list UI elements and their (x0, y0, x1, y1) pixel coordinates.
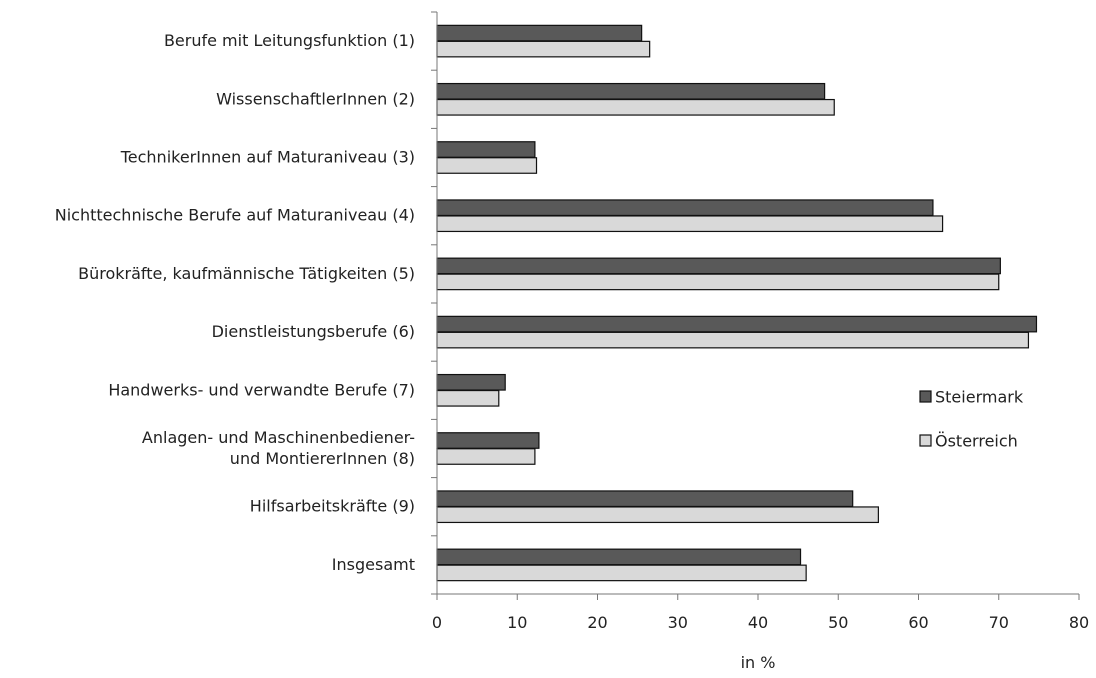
category-label: Bürokräfte, kaufmännische Tätigkeiten (5… (78, 264, 415, 283)
bar-steiermark-6 (436, 315, 1038, 333)
bar-oesterreich-7 (436, 389, 500, 407)
category-label: Anlagen- und Maschinenbediener- (142, 428, 415, 447)
bar-steiermark-5 (436, 257, 1001, 275)
category-label: Dienstleistungsberufe (6) (212, 322, 415, 341)
legend-swatch-oesterreich (919, 434, 932, 447)
bar-steiermark-10 (436, 548, 802, 566)
bar-steiermark-7 (436, 373, 506, 391)
x-tick-labels: 0 10 20 30 40 50 60 70 80 (432, 613, 1089, 632)
category-label: Hilfsarbeitskräfte (9) (250, 497, 415, 516)
x-tick-label: 70 (989, 613, 1009, 632)
axes-layer (431, 11, 1080, 600)
bar-steiermark-9 (436, 490, 854, 508)
legend-swatch-steiermark (919, 390, 932, 403)
bar-oesterreich-8 (436, 448, 536, 465)
x-tick-label: 10 (507, 613, 527, 632)
category-label: Handwerks- und verwandte Berufe (7) (108, 380, 415, 399)
category-labels: Berufe mit Leitungsfunktion (1) Wissensch… (55, 31, 415, 574)
category-label: und MontiererInnen (8) (230, 449, 415, 468)
bar-oesterreich-1 (436, 40, 651, 58)
bar-steiermark-1 (436, 24, 643, 42)
bar-oesterreich-2 (436, 98, 835, 116)
legend-label-steiermark: Steiermark (935, 388, 1024, 407)
bar-steiermark-4 (436, 199, 934, 217)
bar-oesterreich-5 (436, 273, 1000, 291)
x-tick-label: 60 (908, 613, 928, 632)
x-tick-label: 0 (432, 613, 442, 632)
x-tick-label: 50 (828, 613, 848, 632)
bar-oesterreich-3 (436, 157, 538, 174)
bar-oesterreich-4 (436, 215, 944, 233)
category-label: Insgesamt (332, 555, 415, 574)
category-label: Nichttechnische Berufe auf Maturaniveau … (55, 206, 415, 225)
legend-label-oesterreich: Österreich (935, 432, 1018, 451)
category-label: TechnikerInnen auf Maturaniveau (3) (120, 148, 415, 167)
x-tick-label: 30 (668, 613, 688, 632)
bar-oesterreich-6 (436, 331, 1030, 349)
x-tick-label: 40 (748, 613, 768, 632)
x-axis-title: in % (741, 653, 776, 672)
bar-oesterreich-10 (436, 564, 807, 582)
category-label: Berufe mit Leitungsfunktion (1) (164, 31, 415, 50)
legend: Steiermark Österreich (919, 388, 1024, 451)
bar-oesterreich-9 (436, 506, 879, 524)
bar-steiermark-8 (436, 432, 540, 449)
category-label: WissenschaftlerInnen (2) (216, 89, 415, 108)
x-tick-label: 20 (587, 613, 607, 632)
bar-steiermark-2 (436, 82, 826, 100)
bars-layer (436, 24, 1038, 582)
bar-steiermark-3 (436, 141, 536, 158)
x-tick-label: 80 (1069, 613, 1089, 632)
